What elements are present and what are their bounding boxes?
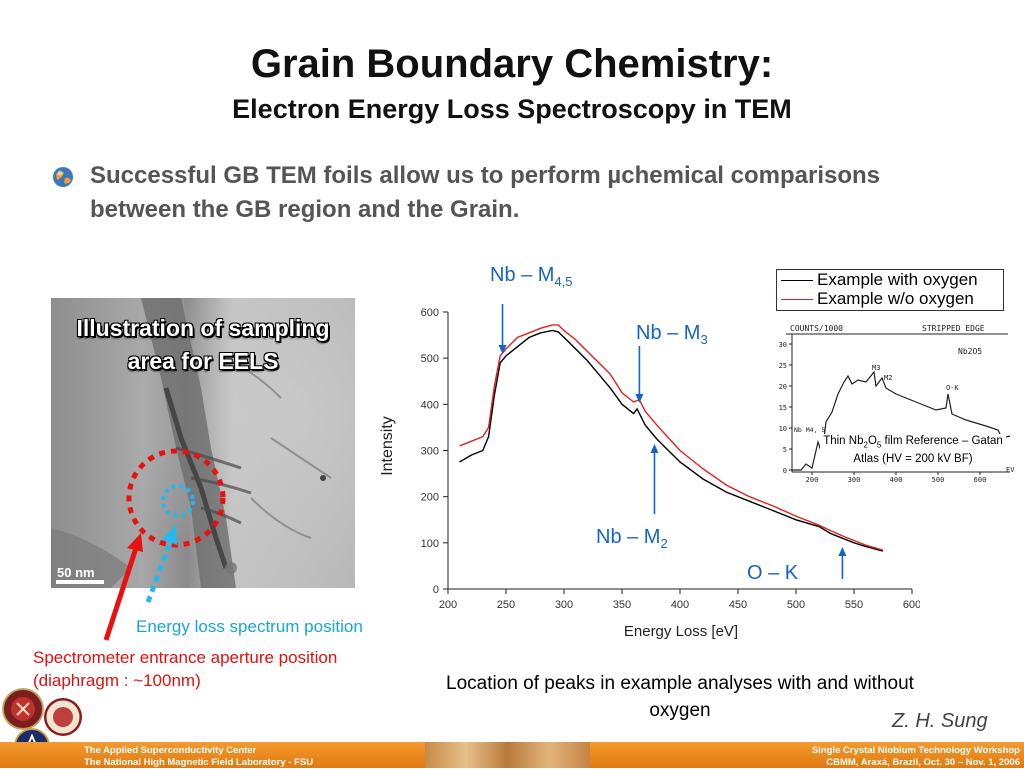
footer-left-line2: The National High Magnetic Field Laborat… — [84, 757, 314, 768]
arrow-nb-m3-head — [635, 394, 644, 403]
y-axis-label: Intensity — [379, 416, 396, 476]
peak-m3-text: Nb – M — [636, 322, 701, 344]
footer-right: Single Crystal Niobium Technology Worksh… — [812, 745, 1020, 769]
legend-item-without-oxygen: Example w/o oxygen — [781, 289, 974, 308]
footer-image-strip — [425, 742, 590, 768]
ref-y-tick-label: 0 — [783, 467, 787, 475]
x-tick-label: 250 — [497, 599, 515, 611]
peak-label-nb-m3: Nb – M3 — [636, 322, 708, 347]
ref-x-tick-label: 500 — [932, 476, 945, 484]
ref-x-tick-label: 600 — [974, 476, 987, 484]
y-tick-label: 400 — [421, 399, 439, 411]
peak-m3-sub: 3 — [700, 332, 708, 347]
asc-logo-icon — [2, 688, 44, 730]
arrow-o-k-head — [838, 547, 847, 556]
y-tick-label: 0 — [433, 584, 439, 596]
author-credit: Z. H. Sung — [892, 710, 988, 732]
y-tick-label: 100 — [421, 538, 439, 550]
fsu-seal-icon — [44, 698, 82, 736]
globe-bullet-icon — [53, 167, 73, 187]
footer-left-line1: The Applied Superconductivity Center — [84, 745, 257, 756]
arrow-nb-m2-head — [650, 444, 659, 453]
y-tick-label: 300 — [421, 446, 439, 458]
x-axis-label: Energy Loss [eV] — [624, 623, 738, 640]
ref-label-ok: O-K — [946, 384, 959, 392]
ref-y-tick-label: 20 — [779, 383, 787, 391]
ref-caption-sub1: 2 — [863, 440, 868, 450]
legend-swatch-red — [781, 298, 813, 300]
footer-right-line1: Single Crystal Niobium Technology Worksh… — [811, 745, 1020, 756]
slide-title: Grain Boundary Chemistry: — [250, 42, 774, 86]
aperture-note: Spectrometer entrance aperture position … — [33, 648, 338, 690]
peak-label-o-k: O – K — [747, 562, 799, 584]
legend-label-with-oxygen: Example with oxygen — [817, 270, 978, 289]
ref-x-tick-label: 300 — [848, 476, 861, 484]
ref-x-unit: EV — [1006, 466, 1015, 474]
ref-x-tick-label: 400 — [890, 476, 903, 484]
x-tick-label: 450 — [729, 599, 747, 611]
series-with-oxygen — [459, 329, 884, 552]
ref-caption-suffix: film Reference – Gatan Atlas (HV = 200 k… — [853, 435, 1003, 466]
footer-left: The Applied Superconductivity Center The… — [84, 745, 313, 769]
x-tick-label: 300 — [555, 599, 573, 611]
ref-y-tick-label: 5 — [783, 446, 787, 454]
ref-y-tick-label: 15 — [779, 404, 787, 412]
energy-loss-note: Energy loss spectrum position — [136, 617, 363, 636]
peak-label-nb-m2: Nb – M2 — [596, 526, 668, 551]
x-tick-label: 600 — [903, 599, 920, 611]
footer-right-line2: CBMM, Araxá, Brazil, Oct. 30 – Nov. 1, 2… — [826, 757, 1020, 768]
ref-y-tick-label: 30 — [779, 341, 787, 349]
x-tick-label: 500 — [787, 599, 805, 611]
peak-m45-text: Nb – M — [490, 264, 555, 286]
chart-legend: Example with oxygen Example w/o oxygen — [776, 269, 1004, 311]
peak-m2-text: Nb – M — [596, 526, 661, 548]
tem-caption: Illustration of sampling area for EELS — [76, 315, 330, 374]
y-tick-label: 200 — [421, 492, 439, 504]
arrow-nb-m45-head — [498, 345, 507, 354]
eels-chart: 200 250 300 350 400 450 500 550 6000100200300400… — [379, 304, 920, 640]
peak-label-nb-m45: Nb – M4,5 — [490, 264, 573, 289]
ref-header-left: COUNTS/1000 — [790, 324, 843, 333]
x-tick-label: 200 — [439, 599, 457, 611]
reference-caption: Thin Nb2O5 film Reference – Gatan Atlas … — [820, 434, 1006, 468]
x-tick-label: 550 — [845, 599, 863, 611]
legend-item-with-oxygen: Example with oxygen — [781, 270, 978, 289]
scale-bar-label: 50 nm — [57, 565, 95, 580]
scale-bar — [56, 580, 104, 584]
legend-label-without-oxygen: Example w/o oxygen — [817, 289, 974, 308]
ref-caption-sub2: 5 — [876, 440, 882, 450]
ref-caption-prefix: Thin Nb — [823, 435, 864, 447]
slide-subtitle: Electron Energy Loss Spectroscopy in TEM — [232, 94, 792, 124]
ref-label-m45: Nb M4, 5 — [794, 426, 825, 434]
ref-y-tick-label: 10 — [779, 425, 787, 433]
ref-header-right: STRIPPED EDGE — [922, 324, 985, 333]
peak-m2-sub: 2 — [660, 536, 668, 551]
bullet-text: Successful GB TEM foils allow us to perf… — [90, 162, 881, 223]
tem-micrograph — [51, 298, 355, 588]
ref-label-m2: M2 — [884, 374, 892, 382]
legend-swatch-black — [781, 279, 813, 281]
ref-caption-mid: O — [867, 435, 877, 447]
x-tick-label: 350 — [613, 599, 631, 611]
x-tick-label: 400 — [671, 599, 689, 611]
ref-x-tick-label: 200 — [806, 476, 819, 484]
y-tick-label: 600 — [421, 307, 439, 319]
location-note: Location of peaks in example analyses wi… — [446, 673, 914, 721]
ref-y-tick-label: 25 — [779, 362, 787, 370]
ref-label-m3: M3 — [872, 364, 880, 372]
y-tick-label: 500 — [421, 353, 439, 365]
peak-m45-sub: 4,5 — [554, 274, 573, 289]
ref-compound: Nb2O5 — [958, 347, 982, 356]
